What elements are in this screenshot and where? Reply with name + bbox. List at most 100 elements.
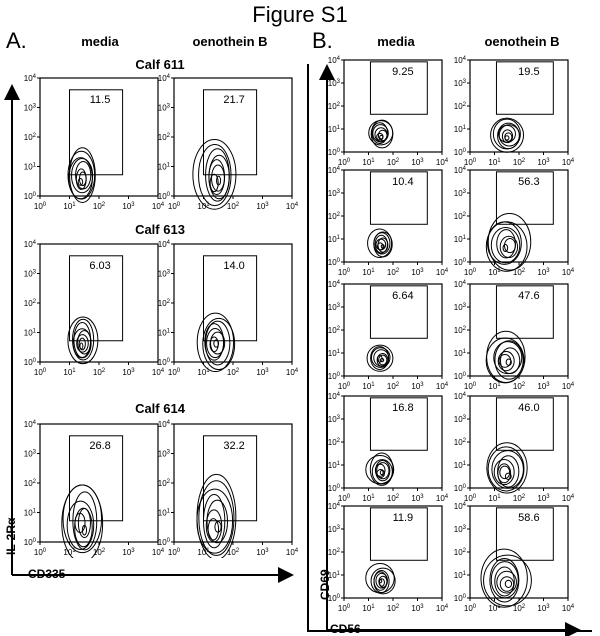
x-tick-label: 101 xyxy=(362,158,375,167)
contour-line xyxy=(213,339,220,348)
x-tick-label: 100 xyxy=(338,268,351,277)
x-tick-label: 100 xyxy=(464,158,477,167)
x-tick-label: 104 xyxy=(152,548,164,557)
gate-percentage: 11.5 xyxy=(90,94,111,106)
x-tick-label: 101 xyxy=(197,368,210,377)
gate-box xyxy=(69,435,124,522)
y-tick-label: 100 xyxy=(328,148,341,157)
contour-line xyxy=(66,500,95,550)
y-tick-label: 103 xyxy=(454,79,467,88)
x-tick-label: 103 xyxy=(537,604,550,613)
contour-line xyxy=(207,518,220,541)
x-tick-label: 102 xyxy=(513,604,526,613)
gate-box xyxy=(69,255,124,342)
gate-percentage: 47.6 xyxy=(518,290,539,302)
contour-line xyxy=(370,567,396,595)
contour-line xyxy=(198,480,235,556)
x-tick-label: 103 xyxy=(411,268,424,277)
x-tick-label: 102 xyxy=(227,548,240,557)
x-tick-label: 100 xyxy=(34,202,47,211)
panel-a-col-media: media xyxy=(81,34,119,49)
x-tick-label: 100 xyxy=(338,494,351,503)
y-tick-label: 100 xyxy=(454,484,467,493)
gate-box xyxy=(69,89,124,176)
x-tick-label: 103 xyxy=(537,158,550,167)
x-tick-label: 102 xyxy=(387,268,400,277)
y-tick-label: 102 xyxy=(454,438,467,447)
contour-line xyxy=(486,442,528,494)
y-tick-label: 101 xyxy=(24,509,37,518)
y-tick-label: 100 xyxy=(328,258,341,267)
gate-percentage: 19.5 xyxy=(518,66,539,78)
y-tick-label: 103 xyxy=(328,525,341,534)
y-tick-label: 101 xyxy=(24,329,37,338)
gate-box xyxy=(495,285,554,339)
contour-line xyxy=(485,337,525,384)
x-tick-label: 102 xyxy=(387,382,400,391)
contour-line xyxy=(377,129,388,142)
x-tick-label: 102 xyxy=(387,604,400,613)
contour-line xyxy=(379,134,384,140)
x-tick-label: 104 xyxy=(286,548,298,557)
contour-line xyxy=(499,576,515,592)
contour-line xyxy=(378,578,383,584)
contour-line xyxy=(480,548,528,608)
contour-line xyxy=(487,212,532,271)
x-tick-label: 103 xyxy=(537,268,550,277)
y-tick-label: 103 xyxy=(24,450,37,459)
y-tick-label: 104 xyxy=(454,502,467,511)
y-tick-label: 102 xyxy=(328,102,341,111)
contour-line xyxy=(371,459,393,485)
contour-line xyxy=(490,561,519,599)
y-tick-label: 102 xyxy=(328,548,341,557)
contour-line xyxy=(379,357,385,363)
gate-percentage: 16.8 xyxy=(392,402,413,414)
panel-a-letter: A. xyxy=(6,28,27,53)
x-tick-label: 100 xyxy=(464,604,477,613)
contour-line xyxy=(378,354,388,366)
gate-percentage: 46.0 xyxy=(518,402,539,414)
x-tick-label: 101 xyxy=(63,368,76,377)
y-tick-label: 102 xyxy=(454,326,467,335)
x-tick-label: 103 xyxy=(122,368,135,377)
y-tick-label: 104 xyxy=(24,240,37,249)
y-tick-label: 102 xyxy=(158,133,171,142)
contour-line xyxy=(490,226,521,264)
x-tick-label: 101 xyxy=(488,158,501,167)
contour-line xyxy=(487,221,522,265)
y-tick-label: 101 xyxy=(454,125,467,134)
contour-line xyxy=(494,566,515,597)
contour-line xyxy=(497,463,512,484)
y-tick-label: 101 xyxy=(328,125,341,134)
y-tick-label: 101 xyxy=(328,349,341,358)
gate-box xyxy=(369,285,428,339)
gate-percentage: 56.3 xyxy=(518,176,539,188)
x-tick-label: 101 xyxy=(63,202,76,211)
contour-line xyxy=(505,358,512,366)
contour-line xyxy=(367,228,393,258)
y-tick-label: 104 xyxy=(328,280,341,289)
y-tick-label: 104 xyxy=(454,166,467,175)
contour-line xyxy=(216,175,222,186)
contour-line xyxy=(203,493,226,549)
contour-line xyxy=(72,491,98,551)
contour-line xyxy=(78,337,86,351)
y-tick-label: 104 xyxy=(158,74,171,83)
x-tick-label: 100 xyxy=(464,494,477,503)
contour-line xyxy=(74,512,86,534)
contour-line xyxy=(504,472,512,480)
gate-box xyxy=(369,171,428,225)
contour-line xyxy=(501,129,514,144)
y-tick-label: 104 xyxy=(328,392,341,401)
gate-box xyxy=(495,397,554,451)
x-tick-label: 101 xyxy=(488,268,501,277)
x-tick-label: 102 xyxy=(513,494,526,503)
y-tick-label: 104 xyxy=(454,280,467,289)
contour-line xyxy=(67,316,99,365)
gate-box xyxy=(495,171,554,225)
panel-b-x-label: CD56 xyxy=(330,622,361,636)
x-tick-label: 103 xyxy=(537,382,550,391)
